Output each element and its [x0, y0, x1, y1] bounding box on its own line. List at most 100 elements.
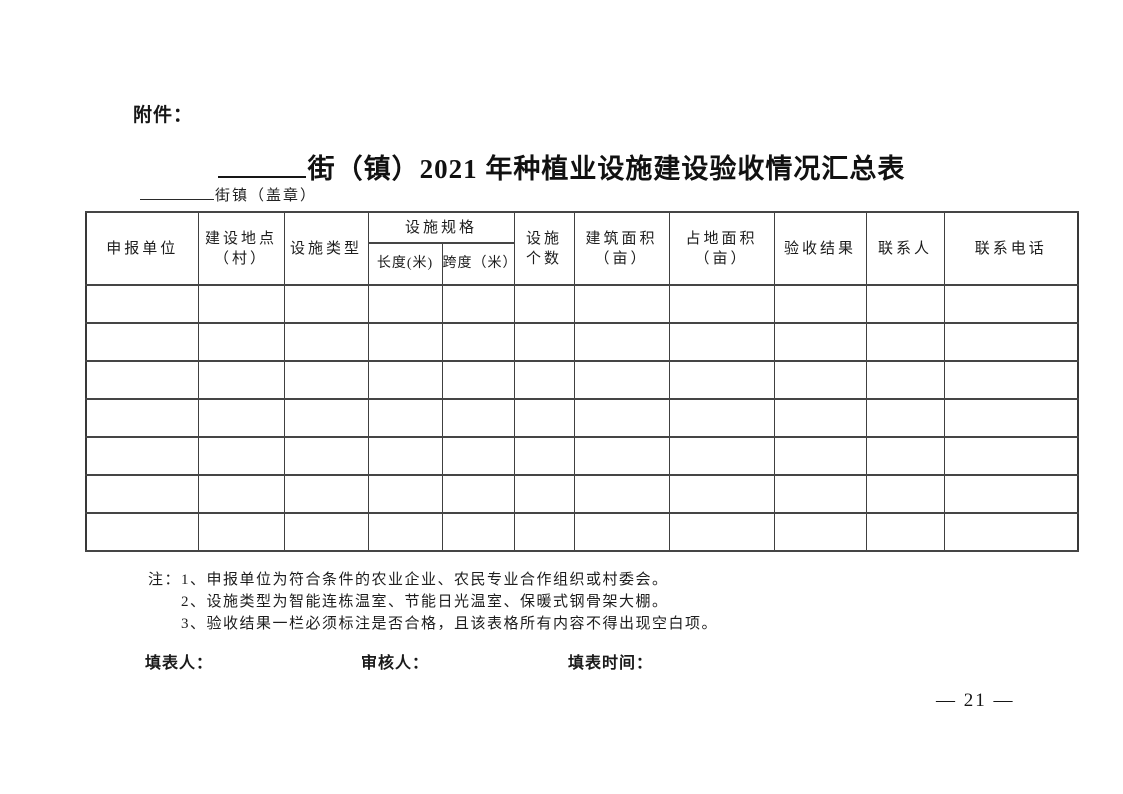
attachment-label: 附件： [133, 105, 194, 126]
empty-table-cell [197, 512, 285, 552]
col-header-construction-site: 建设地点 （村） [197, 211, 285, 286]
empty-table-cell [367, 322, 443, 362]
empty-table-cell [85, 474, 199, 514]
fill-time-label: 填表时间： [568, 655, 654, 672]
empty-table-cell [85, 284, 199, 324]
empty-table-cell [668, 322, 775, 362]
empty-table-cell [865, 284, 945, 324]
empty-table-cell [668, 512, 775, 552]
empty-table-cell [367, 284, 443, 324]
empty-table-cell [773, 322, 867, 362]
notes-block: 注：1、申报单位为符合条件的农业企业、农民专业合作组织或村委会。 2、设施类型为… [148, 569, 718, 635]
empty-table-cell [283, 360, 369, 400]
col-header-applicant-unit: 申报单位 [85, 211, 199, 286]
empty-table-cell [865, 398, 945, 438]
empty-table-cell [197, 322, 285, 362]
header-row-top: 申报单位 建设地点 （村） 设施类型 设施规格 设施 个数 建筑面积 （亩） 占… [85, 211, 1079, 286]
empty-table-row [85, 398, 1079, 438]
empty-table-cell [865, 436, 945, 476]
empty-table-cell [573, 436, 670, 476]
empty-table-cell [943, 398, 1079, 438]
empty-table-cell [283, 474, 369, 514]
empty-table-cell [513, 284, 575, 324]
empty-table-cell [573, 474, 670, 514]
title-text: 街（镇）2021 年种植业设施建设验收情况汇总表 [307, 154, 906, 184]
header-row-sub: 长度(米) 跨度（米） [86, 242, 1078, 286]
empty-table-cell [513, 436, 575, 476]
empty-table-cell [441, 474, 515, 514]
note-line-3: 3、验收结果一栏必须标注是否合格，且该表格所有内容不得出现空白项。 [181, 616, 719, 632]
empty-table-cell [513, 398, 575, 438]
page-number: — 21 — [936, 690, 1015, 711]
empty-table-cell [943, 474, 1079, 514]
empty-table-cell [513, 474, 575, 514]
empty-table-cell [573, 398, 670, 438]
empty-table-cell [773, 284, 867, 324]
empty-table-cell [441, 360, 515, 400]
empty-table-cell [865, 322, 945, 362]
empty-table-cell [367, 360, 443, 400]
col-header-contact-phone: 联系电话 [943, 211, 1079, 286]
empty-table-cell [943, 436, 1079, 476]
empty-table-cell [367, 474, 443, 514]
acceptance-summary-table: 申报单位 建设地点 （村） 设施类型 设施规格 设施 个数 建筑面积 （亩） 占… [85, 211, 1080, 552]
empty-table-cell [668, 284, 775, 324]
empty-table-cell [283, 398, 369, 438]
empty-table-cell [773, 360, 867, 400]
col-header-land-area: 占地面积 （亩） [668, 211, 775, 286]
empty-table-cell [865, 512, 945, 552]
empty-table-cell [197, 474, 285, 514]
empty-table-cell [441, 398, 515, 438]
empty-table-cell [367, 512, 443, 552]
empty-table-cell [367, 436, 443, 476]
empty-table-cell [85, 436, 199, 476]
col-header-building-area: 建筑面积 （亩） [573, 211, 670, 286]
note-line-2: 2、设施类型为智能连栋温室、节能日光温室、保暖式钢骨架大棚。 [181, 594, 669, 610]
col-header-length: 长度(米) [367, 242, 443, 286]
empty-table-cell [513, 322, 575, 362]
empty-table-cell [441, 322, 515, 362]
empty-table-cell [513, 360, 575, 400]
empty-table-cell [85, 512, 199, 552]
empty-table-cell [283, 436, 369, 476]
empty-table-cell [197, 284, 285, 324]
empty-table-cell [573, 322, 670, 362]
reviewer-label: 审核人： [361, 655, 430, 672]
empty-table-cell [367, 398, 443, 438]
empty-table-cell [197, 436, 285, 476]
empty-table-row [85, 436, 1079, 476]
table-body [85, 284, 1079, 552]
empty-table-cell [573, 284, 670, 324]
empty-table-row [85, 360, 1079, 400]
empty-table-cell [865, 474, 945, 514]
empty-table-cell [773, 512, 867, 552]
empty-table-cell [283, 284, 369, 324]
empty-table-row [85, 284, 1079, 324]
empty-table-cell [668, 360, 775, 400]
note-line-1: 注：1、申报单位为符合条件的农业企业、农民专业合作组织或村委会。 [148, 572, 669, 588]
empty-table-cell [668, 474, 775, 514]
empty-table-cell [197, 360, 285, 400]
empty-table-cell [573, 512, 670, 552]
empty-table-cell [773, 474, 867, 514]
empty-table-cell [668, 398, 775, 438]
empty-table-cell [773, 436, 867, 476]
document-title: 街（镇）2021 年种植业设施建设验收情况汇总表 [0, 147, 1123, 186]
empty-table-cell [668, 436, 775, 476]
empty-table-cell [865, 360, 945, 400]
empty-table-cell [85, 322, 199, 362]
seal-line: 街镇（盖章） [140, 184, 317, 205]
form-filler-label: 填表人： [145, 655, 214, 672]
empty-table-cell [283, 322, 369, 362]
empty-table-cell [197, 398, 285, 438]
col-header-span: 跨度（米） [441, 242, 515, 286]
empty-table-cell [943, 360, 1079, 400]
col-header-facility-count: 设施 个数 [513, 211, 575, 286]
empty-table-row [85, 322, 1079, 362]
col-header-facility-type: 设施类型 [283, 211, 369, 286]
col-header-contact-person: 联系人 [865, 211, 945, 286]
empty-table-row [85, 512, 1079, 552]
empty-table-cell [283, 512, 369, 552]
col-header-facility-spec-group: 设施规格 [367, 211, 515, 244]
